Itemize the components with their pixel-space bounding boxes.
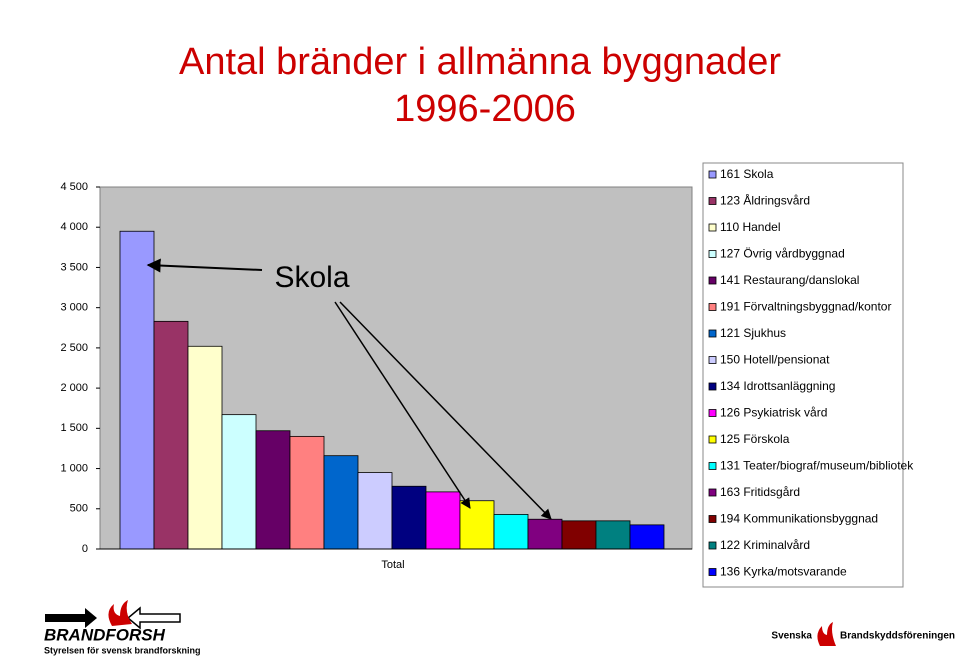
legend-swatch: [708, 223, 717, 232]
legend-label: 163 Fritidsgård: [720, 485, 800, 499]
x-tick-label: Total: [381, 559, 404, 571]
legend-label: 141 Restaurang/danslokal: [720, 273, 859, 287]
legend-label: 134 Idrottsanläggning: [720, 379, 835, 393]
y-tick-label: 500: [70, 503, 88, 515]
annotation: Skola: [274, 261, 349, 294]
logo-subtext: Styrelsen för svensk brandforskning: [44, 645, 201, 655]
bar: [425, 491, 461, 550]
legend-label: 127 Övrig vårdbyggnad: [720, 247, 845, 261]
logo-text: Svenska: [771, 631, 812, 642]
legend-swatch: [708, 568, 717, 576]
y-tick-label: 2 500: [60, 342, 88, 354]
bar: [289, 435, 325, 550]
legend-label: 131 Teater/biograf/museum/bibliotek: [720, 459, 914, 473]
bar: [391, 485, 427, 550]
legend-label: 161 Skola: [720, 167, 774, 181]
bar: [595, 520, 631, 550]
legend-swatch: [708, 541, 717, 550]
logo-text: Brandskyddsföreningen: [840, 631, 955, 642]
y-tick-label: 4 500: [60, 181, 88, 193]
arrow: [146, 258, 263, 273]
bar: [629, 524, 665, 550]
logo-right: Svenska Brandskyddsföreningen: [771, 622, 955, 646]
y-tick-label: 4 000: [60, 221, 88, 233]
legend-swatch: [708, 197, 717, 205]
legend-swatch: [708, 435, 717, 444]
bar: [119, 230, 155, 550]
legend-label: 121 Sjukhus: [720, 326, 786, 340]
bar: [153, 320, 189, 550]
y-tick-label: 3 000: [60, 302, 88, 314]
bar: [459, 500, 495, 550]
legend-label: 123 Åldringsvård: [720, 193, 810, 208]
legend-label: 125 Förskola: [720, 432, 790, 446]
logo-left: BRANDFORSH Styrelsen för svensk brandfor…: [44, 600, 201, 655]
bar: [561, 520, 597, 550]
legend-label: 110 Handel: [720, 220, 781, 234]
bar: [255, 430, 291, 550]
bar: [493, 514, 529, 550]
chart-title: Antal bränder i allmänna byggnader: [179, 41, 781, 83]
arrow: [334, 301, 471, 509]
legend-swatch: [708, 303, 717, 311]
arrow: [339, 301, 552, 520]
y-tick-label: 0: [82, 543, 88, 555]
chart-subtitle: 1996-2006: [394, 88, 576, 130]
bar: [187, 345, 223, 550]
legend-swatch: [708, 488, 717, 497]
legend-swatch: [708, 276, 717, 285]
y-tick-label: 1 500: [60, 422, 88, 434]
legend-swatch: [708, 409, 717, 417]
legend-label: 191 Förvaltningsbyggnad/kontor: [720, 300, 891, 314]
legend-swatch: [708, 356, 717, 364]
bar: [527, 518, 563, 550]
legend-swatch: [708, 515, 717, 523]
bar: [221, 414, 257, 550]
logo-text: BRANDFORSH: [44, 625, 166, 644]
y-tick-label: 1 000: [60, 462, 88, 474]
legend: [702, 162, 904, 588]
legend-swatch: [708, 170, 717, 179]
y-tick-label: 2 000: [60, 382, 88, 394]
legend-swatch: [708, 329, 717, 338]
bar: [357, 472, 393, 550]
legend-swatch: [708, 382, 717, 391]
legend-label: 136 Kyrka/motsvarande: [720, 565, 847, 579]
legend-label: 126 Psykiatrisk vård: [720, 406, 827, 420]
legend-label: 194 Kommunikationsbyggnad: [720, 512, 878, 526]
legend-label: 150 Hotell/pensionat: [720, 353, 830, 367]
y-tick-label: 3 500: [60, 261, 88, 273]
legend-swatch: [708, 462, 717, 470]
bar: [323, 455, 359, 550]
legend-label: 122 Kriminalvård: [720, 538, 810, 552]
legend-swatch: [708, 250, 717, 258]
